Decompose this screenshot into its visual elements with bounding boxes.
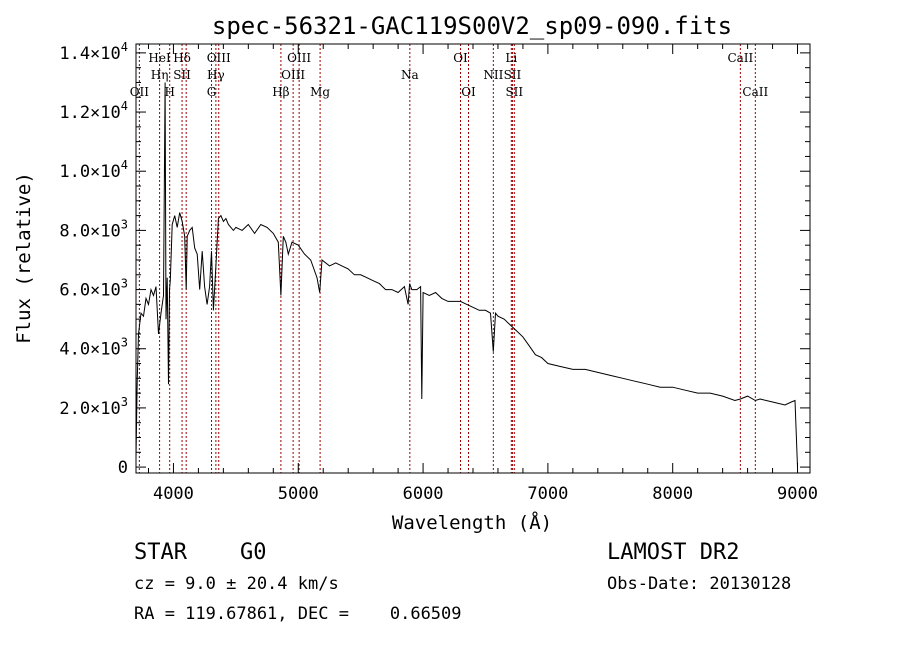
- x-tick-label: 5000: [278, 484, 319, 504]
- line-marker-label: OI: [461, 85, 476, 99]
- line-marker-label: OII: [130, 85, 150, 99]
- chart-title: spec-56321-GAC119S00V2_sp09-090.fits: [212, 12, 732, 40]
- line-marker-label: Hγ: [207, 68, 225, 82]
- line-marker-label: CaII: [727, 51, 753, 65]
- line-marker-label: Hβ: [272, 85, 289, 99]
- x-axis: 4000 5000 6000 7000 8000 9000: [147, 44, 818, 504]
- x-tick-label: 9000: [777, 484, 818, 504]
- line-marker-label: SII: [173, 68, 191, 82]
- line-marker-label: OIII: [281, 68, 305, 82]
- x-tick-label: 4000: [153, 484, 194, 504]
- x-tick-label: 8000: [652, 484, 693, 504]
- x-tick-label: 7000: [527, 484, 568, 504]
- line-markers: [138, 44, 756, 473]
- y-axis: 0 2.0×103 4.0×103 6.0×103 8.0×103 1.0×104 1.2×…: [59, 40, 810, 478]
- y-tick-label: 2.0×103: [59, 395, 128, 419]
- line-marker-label: G: [207, 85, 217, 99]
- x-axis-label: Wavelength (Å): [392, 511, 552, 534]
- line-marker-label: Mg: [310, 85, 330, 99]
- line-marker-label: Li: [505, 51, 517, 65]
- info-block: STAR G0 cz = 9.0 ± 20.4 km/s RA = 119.67…: [134, 540, 791, 624]
- y-tick-label: 1.4×104: [59, 40, 128, 64]
- line-marker-label: OIII: [287, 51, 311, 65]
- survey-name: LAMOST DR2: [607, 540, 739, 565]
- redshift-text: cz = 9.0 ± 20.4 km/s: [134, 574, 339, 594]
- object-type: STAR: [134, 540, 188, 565]
- coordinates-text: RA = 119.67861, DEC = 0.66509: [134, 604, 462, 624]
- line-marker-label: Hη: [151, 68, 169, 82]
- line-marker-label: SII: [505, 85, 523, 99]
- line-marker-label: OI: [453, 51, 468, 65]
- line-marker-label: Hδ: [173, 51, 191, 65]
- line-marker-label: OIII: [207, 51, 231, 65]
- line-marker-label: Na: [401, 68, 419, 82]
- y-tick-label: 4.0×103: [59, 336, 128, 360]
- line-marker-label: CaII: [742, 85, 768, 99]
- y-tick-label: 8.0×103: [59, 217, 128, 241]
- y-tick-label: 0: [118, 458, 128, 478]
- line-marker-label: SII: [504, 68, 522, 82]
- obs-date: Obs-Date: 20130128: [607, 574, 791, 594]
- line-marker-label: H: [164, 85, 174, 99]
- spectrum-line: [135, 82, 798, 468]
- x-tick-label: 6000: [403, 484, 444, 504]
- y-tick-label: 1.2×104: [59, 99, 128, 123]
- y-axis-label: Flux (relative): [13, 172, 35, 344]
- line-marker-label: NII: [483, 68, 503, 82]
- y-tick-label: 6.0×103: [59, 277, 128, 301]
- line-marker-label: HeI: [148, 51, 171, 65]
- plot-frame: [135, 43, 811, 474]
- y-tick-label: 1.0×104: [59, 158, 128, 182]
- line-marker-labels: OII HeI Hη H Hδ SII G Hγ OIII Hβ OIII OIII Mg Na OI OI N…: [130, 51, 769, 99]
- spectral-subclass: G0: [240, 540, 267, 565]
